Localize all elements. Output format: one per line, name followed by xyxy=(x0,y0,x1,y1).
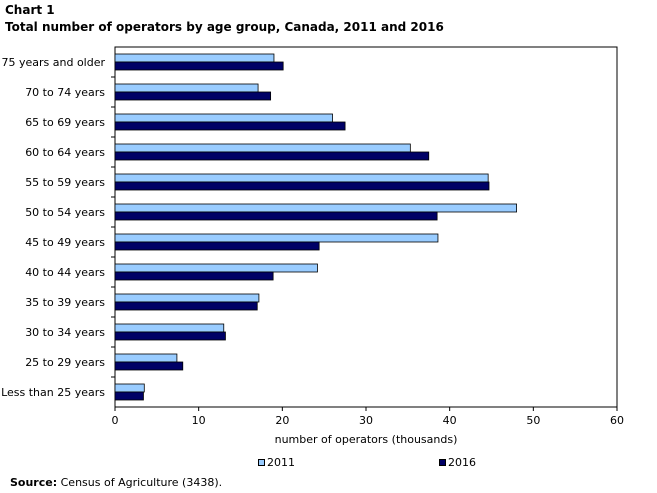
x-tick-label: 10 xyxy=(192,414,206,427)
bar-2011 xyxy=(114,113,333,123)
y-tick-label: 55 to 59 years xyxy=(25,176,105,189)
y-tick-label: 70 to 74 years xyxy=(25,86,105,99)
legend-swatch-2016 xyxy=(439,459,446,466)
legend-label-2011: 2011 xyxy=(267,456,295,469)
chart-number: Chart 1 xyxy=(5,3,55,17)
y-tick-label: 60 to 64 years xyxy=(25,146,105,159)
source-note: Source: Census of Agriculture (3438). xyxy=(10,476,222,489)
legend-label-2016: 2016 xyxy=(448,456,476,469)
bar-2011 xyxy=(114,143,411,153)
bar-2011 xyxy=(114,293,260,303)
bar-2016 xyxy=(114,391,144,401)
bar-2011 xyxy=(114,233,439,243)
bar-2011 xyxy=(114,83,259,93)
plot-frame xyxy=(114,46,618,408)
x-axis-label: number of operators (thousands) xyxy=(275,433,458,446)
x-tick-label: 60 xyxy=(610,414,624,427)
source-label: Source: xyxy=(10,476,58,489)
y-tick-label: 25 to 29 years xyxy=(25,356,105,369)
bar-2011 xyxy=(114,353,178,363)
bar-2016 xyxy=(114,211,438,221)
chart-title: Total number of operators by age group, … xyxy=(5,20,444,34)
legend-item-2016: 2016 xyxy=(439,456,476,469)
source-text: Census of Agriculture (3438). xyxy=(57,476,223,489)
bar-2016 xyxy=(114,61,284,71)
x-tick-label: 20 xyxy=(275,414,289,427)
bar-2011 xyxy=(114,53,275,63)
bar-2011 xyxy=(114,173,489,183)
y-tick-label: Less than 25 years xyxy=(1,386,105,399)
y-tick-label: 50 to 54 years xyxy=(25,206,105,219)
y-tick-label: 40 to 44 years xyxy=(25,266,105,279)
x-tick-label: 30 xyxy=(359,414,373,427)
bar-2016 xyxy=(114,361,184,371)
bar-2016 xyxy=(114,301,258,311)
y-tick-label: 30 to 34 years xyxy=(25,326,105,339)
bar-2016 xyxy=(114,91,272,101)
bar-2016 xyxy=(114,331,226,341)
x-tick-label: 50 xyxy=(526,414,540,427)
x-tick-label: 40 xyxy=(443,414,457,427)
y-tick-label: 45 to 49 years xyxy=(25,236,105,249)
bar-2011 xyxy=(114,263,318,273)
legend-swatch-2011 xyxy=(258,459,265,466)
x-tick-label: 0 xyxy=(112,414,119,427)
bar-2011 xyxy=(114,383,145,393)
y-tick-label: 75 years and older xyxy=(1,56,105,69)
bar-2011 xyxy=(114,323,225,333)
bar-2011 xyxy=(114,203,518,213)
bar-2016 xyxy=(114,271,274,281)
y-tick-label: 35 to 39 years xyxy=(25,296,105,309)
bar-2016 xyxy=(114,151,430,161)
bar-2016 xyxy=(114,241,320,251)
bar-2016 xyxy=(114,121,346,131)
bar-2016 xyxy=(114,181,490,191)
legend-item-2011: 2011 xyxy=(258,456,295,469)
y-tick-label: 65 to 69 years xyxy=(25,116,105,129)
